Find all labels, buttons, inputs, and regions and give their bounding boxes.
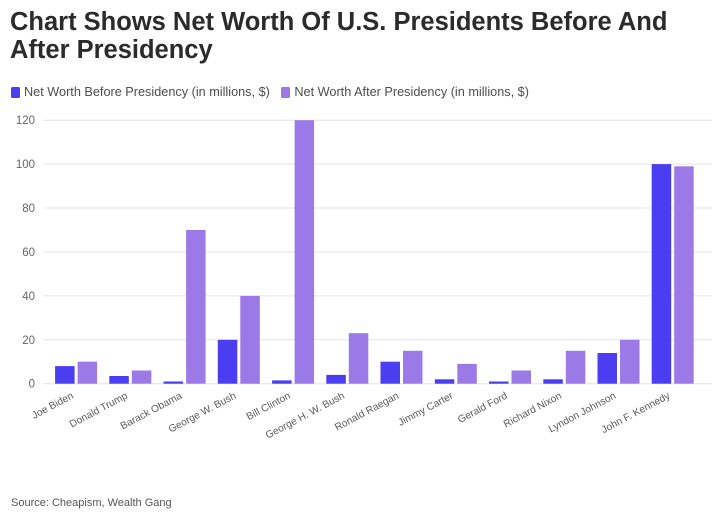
svg-text:80: 80 [22, 203, 35, 215]
svg-text:120: 120 [16, 115, 35, 127]
svg-text:0: 0 [29, 379, 35, 391]
svg-text:60: 60 [22, 247, 35, 259]
svg-text:100: 100 [16, 159, 35, 171]
svg-text:Jimmy Carter: Jimmy Carter [397, 390, 456, 428]
svg-text:Joe Biden: Joe Biden [30, 391, 75, 422]
svg-text:20: 20 [22, 335, 35, 347]
svg-text:40: 40 [22, 291, 35, 303]
svg-text:Bill Clinton: Bill Clinton [245, 391, 293, 423]
